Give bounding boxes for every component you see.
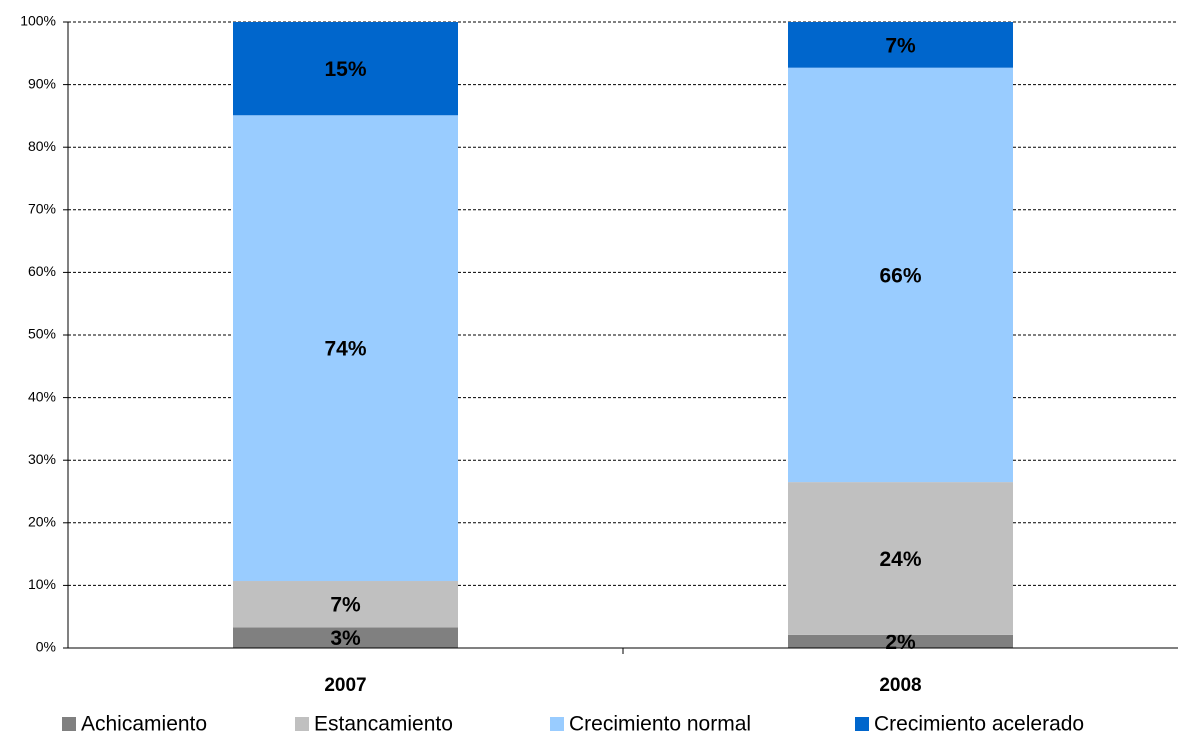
bar-segment: [788, 634, 1013, 648]
y-tick-label: 60%: [28, 263, 56, 279]
legend-label: Estancamiento: [314, 713, 453, 736]
y-tick-label: 90%: [28, 75, 56, 91]
data-label: 15%: [324, 58, 366, 81]
bar-segment: [233, 22, 458, 116]
legend-label: Achicamiento: [81, 713, 207, 736]
y-tick-label: 20%: [28, 514, 56, 530]
bar-segment: [788, 482, 1013, 635]
data-label: 24%: [879, 548, 921, 571]
data-label: 66%: [879, 264, 921, 287]
y-tick-label: 70%: [28, 201, 56, 217]
bar-segment: [788, 22, 1013, 68]
x-tick-label: 2008: [879, 675, 921, 696]
legend-label: Crecimiento normal: [569, 713, 751, 736]
y-tick-label: 100%: [20, 13, 56, 29]
y-tick-label: 30%: [28, 451, 56, 467]
y-tick-label: 80%: [28, 138, 56, 154]
legend-label: Crecimiento acelerado: [874, 713, 1084, 736]
y-tick-label: 0%: [36, 639, 56, 655]
y-tick-label: 40%: [28, 388, 56, 404]
legend-swatch: [855, 717, 869, 731]
legend-swatch: [550, 717, 564, 731]
bar-segment: [233, 115, 458, 582]
data-label: 74%: [324, 338, 366, 361]
y-tick-label: 10%: [28, 576, 56, 592]
data-label: 7%: [330, 594, 361, 617]
bar-segment: [233, 581, 458, 628]
legend-swatch: [295, 717, 309, 731]
x-tick-label: 2007: [324, 675, 366, 696]
data-label: 3%: [330, 627, 361, 650]
bar-segment: [788, 67, 1013, 483]
data-label: 7%: [885, 34, 916, 57]
y-tick-label: 50%: [28, 326, 56, 342]
bar-segment: [233, 627, 458, 648]
legend-swatch: [62, 717, 76, 731]
